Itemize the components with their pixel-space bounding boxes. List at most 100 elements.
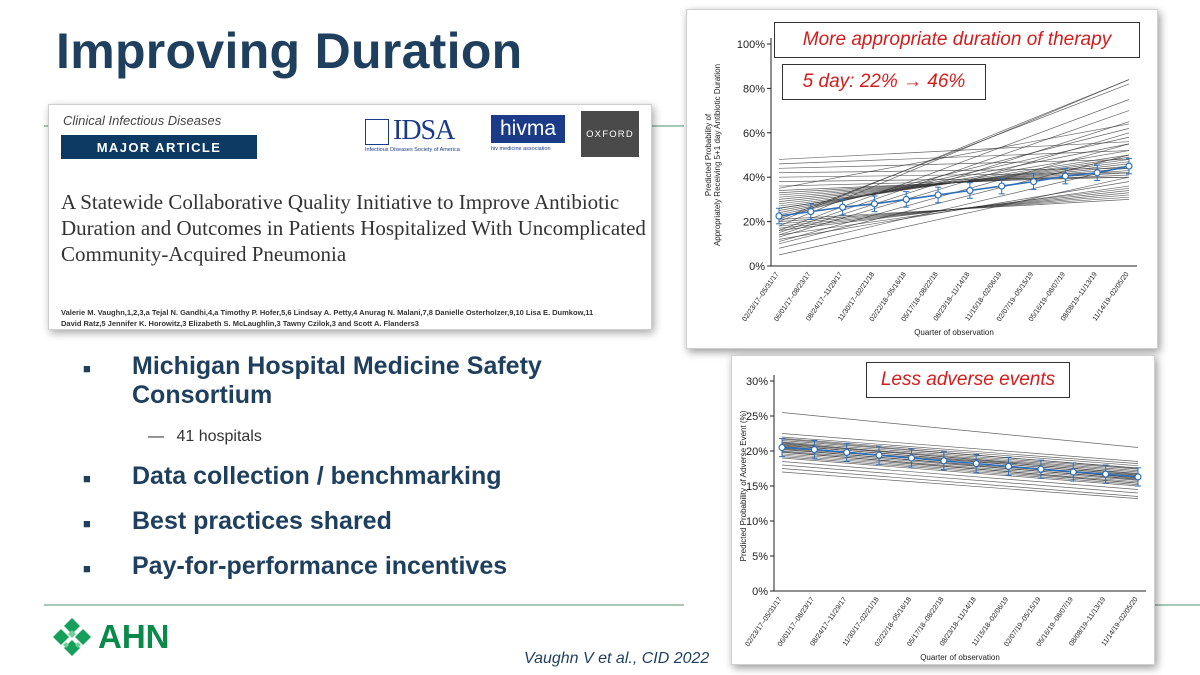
mean-point — [1125, 162, 1133, 170]
x-axis-label: Quarter of observation — [920, 653, 1000, 662]
mean-point — [998, 182, 1006, 190]
x-tick-label: 08/24/17–11/29/17 — [809, 596, 848, 648]
duration-chart-panel: 0% 20% 40% 60% 80% 100% 02/23/17–05/31/17 06/01… — [686, 9, 1158, 349]
hospital-line — [778, 79, 1130, 227]
hospital-line — [781, 468, 1139, 497]
duration-callout: More appropriate duration of therapy — [774, 22, 1140, 58]
y-tick-label: 25% — [746, 411, 768, 423]
mean-point — [778, 443, 786, 452]
hospital-line — [781, 412, 1139, 448]
idsa-logo-text: IDSA — [393, 115, 455, 146]
mean-point — [1037, 465, 1045, 473]
idsa-logo-subtext: Infectious Diseases Society of America — [365, 147, 460, 153]
hospital-line — [778, 136, 1130, 216]
hospital-line — [781, 451, 1139, 484]
x-tick-label: 11/14/19–02/05/20 — [1092, 271, 1131, 323]
y-tick-label: 30% — [746, 376, 768, 388]
x-tick-label: 08/08/19–11/13/19 — [1068, 596, 1107, 648]
hospital-line — [778, 172, 1130, 178]
hospital-line — [778, 185, 1130, 236]
article-authors: Valerie M. Vaughn,1,2,3,a Tejal N. Gandh… — [61, 307, 651, 329]
journal-name: Clinical Infectious Diseases — [63, 113, 222, 128]
hospital-line — [778, 154, 1130, 245]
hospital-line — [781, 461, 1139, 490]
x-tick-label: 06/01/17–08/23/17 — [777, 596, 816, 648]
article-type-label: MAJOR ARTICLE — [61, 135, 257, 159]
x-tick-label: 08/08/19–11/13/19 — [1060, 271, 1099, 323]
bullet-square-icon: ■ — [83, 561, 91, 576]
x-tick-label: 02/23/17–05/31/17 — [744, 596, 783, 648]
mean-point — [807, 208, 815, 216]
hospital-line — [781, 442, 1139, 475]
bullet-square-icon: ■ — [83, 361, 91, 376]
hospital-line — [781, 471, 1139, 499]
hospital-line — [781, 436, 1139, 464]
y-tick-label: 15% — [746, 481, 768, 493]
hospital-line — [778, 199, 1130, 220]
y-axis-label: Predicted Probability of — [704, 113, 713, 196]
authors-line-1: Valerie M. Vaughn,1,2,3,a Tejal N. Gandh… — [61, 308, 594, 317]
hospital-line — [778, 128, 1130, 218]
hospital-line — [781, 448, 1139, 481]
article-card: Clinical Infectious Diseases MAJOR ARTIC… — [48, 104, 652, 330]
hospital-line — [781, 444, 1139, 476]
mean-point — [1029, 178, 1038, 186]
mean-point — [907, 454, 916, 462]
duration-chart: 0%20%40%60%80%100%02/23/17–05/31/1706/01… — [704, 38, 1137, 337]
y-tick-label: 60% — [743, 128, 765, 140]
mean-point — [934, 191, 942, 199]
x-tick-label: 08/24/17–11/29/17 — [805, 271, 844, 323]
x-tick-label: 02/07/19–05/15/19 — [1003, 596, 1042, 648]
hospital-line — [778, 176, 1130, 187]
hospital-line — [778, 176, 1130, 182]
adverse-callout: Less adverse events — [866, 362, 1070, 398]
y-tick-label: 10% — [746, 516, 768, 528]
bottom-divider — [44, 604, 684, 606]
hospital-line — [778, 110, 1130, 234]
y-tick-label: 40% — [743, 172, 765, 184]
mean-point — [972, 459, 980, 468]
mean-point — [810, 445, 818, 454]
mean-point — [1102, 470, 1110, 478]
bullet-square-icon: ■ — [83, 516, 91, 531]
x-tick-label: 11/30/17–02/21/18 — [842, 596, 881, 648]
mean-point — [1069, 468, 1077, 476]
hospital-line — [778, 159, 1130, 169]
hospital-line — [781, 438, 1139, 467]
mean-line — [778, 165, 1130, 217]
mean-point — [843, 448, 851, 457]
mean-point — [875, 451, 883, 459]
idsa-emblem-icon — [365, 119, 389, 145]
mean-point — [1061, 172, 1069, 180]
mean-point — [902, 195, 910, 203]
hospital-line — [781, 457, 1139, 487]
mean-point — [1004, 462, 1013, 471]
x-tick-label: 11/15/18–02/06/19 — [964, 271, 1003, 323]
y-tick-label: 80% — [743, 83, 765, 95]
y-tick-label: 0% — [749, 261, 765, 273]
hospital-line — [781, 454, 1139, 484]
bullet-square-icon: ■ — [83, 471, 91, 486]
bullet-text: Best practices shared — [132, 507, 392, 535]
hospital-line — [778, 123, 1130, 189]
authors-line-2: David Ratz,5 Jennifer K. Horowitz,3 Eliz… — [61, 319, 419, 328]
hospital-line — [778, 141, 1130, 160]
bottom-divider-right — [1155, 604, 1200, 606]
hospital-line — [778, 176, 1130, 256]
mean-line — [781, 446, 1139, 478]
bullet-text: Pay-for-performance incentives — [132, 552, 508, 580]
y-tick-label: 100% — [737, 39, 765, 51]
hospital-line — [778, 174, 1130, 191]
oxford-logo: OXFORD — [581, 111, 639, 157]
hivma-logo-subtext: hiv medicine association — [491, 146, 551, 152]
x-tick-label: 11/30/17–02/21/18 — [837, 271, 876, 323]
y-tick-label: 5% — [752, 551, 768, 563]
hospital-line — [778, 150, 1130, 165]
hospital-line — [778, 150, 1130, 211]
x-tick-label: 02/22/18–05/16/18 — [874, 596, 913, 648]
y-axis-label: Appropriately Receiving 5+1 day Antibiot… — [713, 64, 722, 246]
five-day-callout: 5 day: 22% → 46% — [782, 64, 986, 100]
hivma-logo: hivma hiv medicine association — [491, 115, 565, 155]
sub-bullet-text: 41 hospitals — [176, 428, 262, 445]
